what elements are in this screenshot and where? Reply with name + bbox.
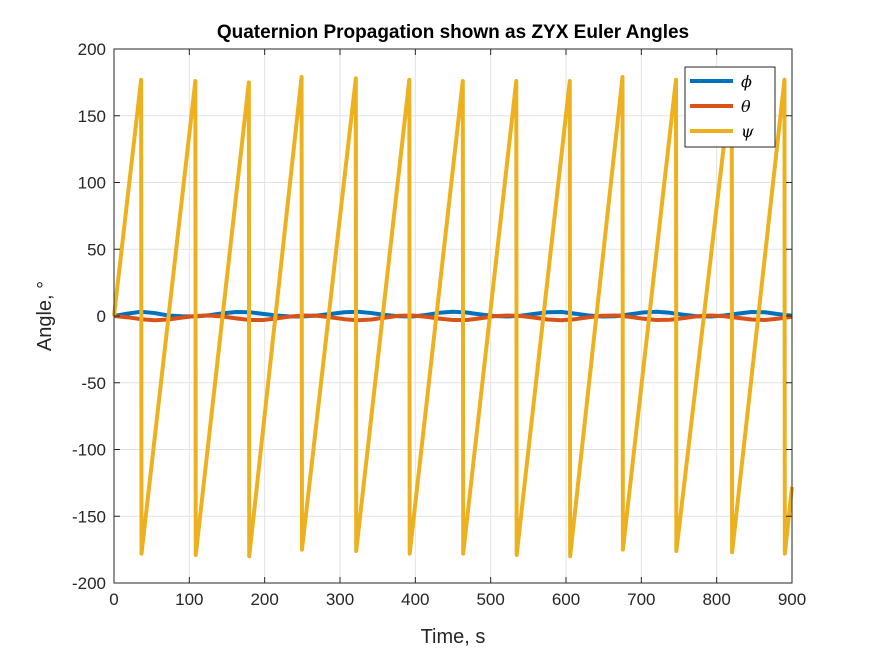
series-lines [112, 75, 794, 559]
x-axis-label: Time, s [421, 626, 486, 648]
series-line-0 [113, 309, 793, 319]
x-tick-label: 800 [702, 590, 730, 609]
x-tick-label: 900 [778, 590, 806, 609]
legend: ϕθψ [684, 66, 776, 148]
series-line-1 [113, 313, 793, 323]
x-tick-label: 500 [476, 590, 504, 609]
x-tick-label: 0 [109, 590, 118, 609]
x-tick-label: 600 [552, 590, 580, 609]
y-tick-label: -200 [72, 574, 106, 593]
legend-label-0: ϕ [741, 72, 752, 91]
y-tick-label: 50 [87, 240, 106, 259]
y-tick-label: -50 [81, 374, 106, 393]
y-tick-label: 100 [78, 174, 106, 193]
y-axis-label: Angle, ° [34, 281, 56, 351]
y-tick-label: 0 [97, 307, 106, 326]
x-tick-label: 300 [326, 590, 354, 609]
legend-label-1: θ [741, 97, 751, 116]
y-tick-label: -100 [72, 441, 106, 460]
legend-label-2: ψ [741, 122, 754, 141]
x-tick-label: 700 [627, 590, 655, 609]
chart-title: Quaternion Propagation shown as ZYX Eule… [217, 22, 689, 43]
ticks: 0 100 200 300 400 500 600 700 800 900-200-150-100… [72, 40, 806, 609]
x-tick-label: 200 [250, 590, 278, 609]
y-tick-label: -150 [72, 507, 106, 526]
x-tick-label: 400 [401, 590, 429, 609]
x-tick-label: 100 [175, 590, 203, 609]
y-tick-label: 200 [78, 40, 106, 59]
y-tick-label: 150 [78, 107, 106, 126]
series-line-2 [112, 75, 794, 559]
